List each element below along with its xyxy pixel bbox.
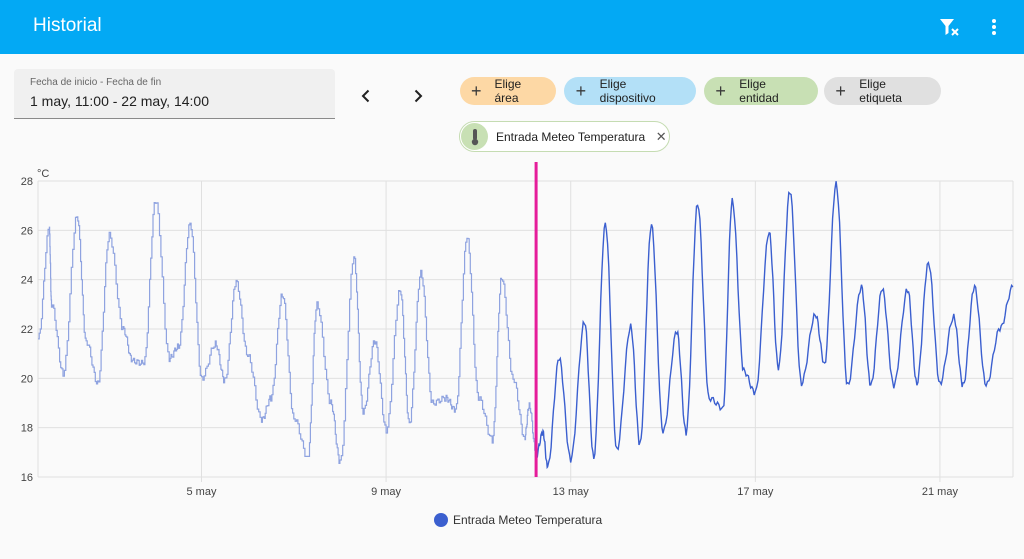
app-bar: Historial	[0, 0, 1024, 54]
previous-period-button[interactable]	[352, 82, 380, 110]
plus-icon: +	[715, 81, 726, 101]
page-title: Historial	[33, 15, 102, 36]
series-line-recent	[535, 181, 1014, 470]
x-tick-label: 21 may	[922, 486, 959, 498]
y-tick-label: 28	[21, 176, 33, 188]
y-axis-unit: °C	[37, 168, 49, 180]
chip-pick-area[interactable]: + Elige área	[460, 77, 556, 105]
more-vert-icon[interactable]	[981, 14, 1007, 40]
plus-icon: +	[835, 81, 846, 101]
chip-label: Elige entidad	[739, 77, 779, 105]
date-range-value: 1 may, 11:00 - 22 may, 14:00	[30, 93, 209, 109]
history-chart: °C 28 26 24 22 20 18 16 5 may 9 may 13 may 17 may…	[21, 162, 1014, 498]
chip-pick-entity[interactable]: + Elige entidad	[704, 77, 818, 105]
x-axis-ticks: 5 may 9 may 13 may 17 may 21 may	[186, 486, 958, 498]
x-tick-label: 17 may	[737, 486, 774, 498]
chip-label: Elige dispositivo	[599, 77, 656, 105]
thermometer-icon	[461, 123, 488, 150]
thermometer-glyph	[471, 128, 478, 145]
legend-color-dot	[434, 513, 448, 527]
plus-icon: +	[575, 81, 587, 101]
remove-entity-close-icon[interactable]: ✕	[655, 128, 667, 144]
plus-icon: +	[470, 81, 482, 101]
more-vert-glyph	[992, 19, 996, 35]
y-tick-label: 24	[21, 275, 33, 287]
chart-legend-item[interactable]: Entrada Meteo Temperatura	[434, 511, 602, 529]
selected-entity-label: Entrada Meteo Temperatura	[496, 129, 646, 144]
chip-pick-device[interactable]: + Elige dispositivo	[564, 77, 696, 105]
chip-label: Elige etiqueta	[859, 77, 902, 105]
y-tick-label: 26	[21, 225, 33, 237]
chip-pick-label[interactable]: + Elige etiqueta	[824, 77, 941, 105]
chevron-right-icon	[414, 89, 423, 103]
x-tick-label: 5 may	[186, 486, 216, 498]
next-period-button[interactable]	[404, 82, 432, 110]
filter-remove-icon[interactable]	[936, 14, 962, 40]
series-line-past	[38, 201, 537, 464]
x-tick-label: 13 may	[553, 486, 590, 498]
x-tick-label: 9 may	[371, 486, 401, 498]
y-axis-ticks: 28 26 24 22 20 18 16	[21, 176, 33, 484]
date-range-label: Fecha de inicio - Fecha de fin	[30, 77, 162, 88]
filter-remove-glyph	[940, 19, 959, 36]
chevron-left-icon	[361, 89, 370, 103]
chip-label: Elige área	[494, 77, 522, 105]
y-tick-label: 22	[21, 324, 33, 336]
y-tick-label: 18	[21, 423, 33, 435]
y-tick-label: 20	[21, 373, 33, 385]
legend-label: Entrada Meteo Temperatura	[453, 513, 603, 527]
y-tick-label: 16	[21, 472, 33, 484]
selected-entity-chip: Entrada Meteo Temperatura ✕	[459, 121, 670, 152]
date-range-picker[interactable]: Fecha de inicio - Fecha de fin 1 may, 11…	[14, 69, 335, 119]
